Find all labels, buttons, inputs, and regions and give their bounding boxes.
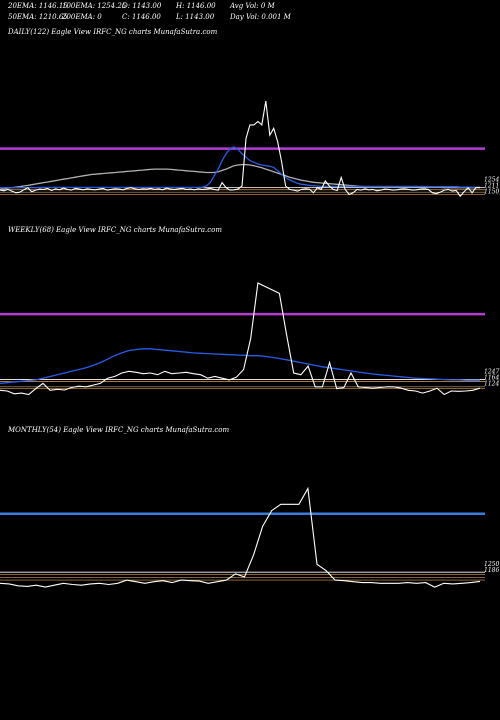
weekly-panel-title: WEEKLY(68) Eagle View IRFC_NG charts Mun… <box>8 226 222 234</box>
level-label-0: 1247 <box>484 369 499 376</box>
avg-vol-label: Avg Vol: 0 M <box>230 2 275 10</box>
series-line-1 <box>0 348 480 385</box>
open-label: O: 1143.00 <box>122 2 162 10</box>
monthly-panel-title: MONTHLY(54) Eagle View IRFC_NG charts Mu… <box>8 426 230 434</box>
series-line-0 <box>0 282 481 396</box>
day-vol-label: Day Vol: 0.001 M <box>230 13 291 21</box>
series-line-1 <box>0 146 480 189</box>
ema-100-label: 100EMA: 1254.25 <box>62 2 127 10</box>
high-label: H: 1146.00 <box>176 2 216 10</box>
ema-20-label: 20EMA: 1146.15 <box>8 2 68 10</box>
ema-50-label: 50EMA: 1210.65 <box>8 13 68 21</box>
series-line-0 <box>0 486 481 588</box>
level-label-1: 1211 <box>484 182 499 189</box>
level-label-1: 1164 <box>484 375 499 382</box>
level-label-0: 1254 <box>484 176 499 183</box>
level-label-2: 1150 <box>484 188 499 195</box>
daily-panel-title: DAILY(122) Eagle View IRFC_NG charts Mun… <box>8 28 218 36</box>
series-line-2 <box>0 163 480 191</box>
series-line-0 <box>0 101 480 198</box>
level-label-0: 1250 <box>484 561 499 568</box>
level-label-1: 1186 <box>484 567 499 574</box>
level-label-2: 1124 <box>484 381 499 388</box>
close-label: C: 1146.00 <box>122 13 161 21</box>
ema-200-label: 200EMA: 0 <box>62 13 102 21</box>
low-label: L: 1143.00 <box>176 13 215 21</box>
